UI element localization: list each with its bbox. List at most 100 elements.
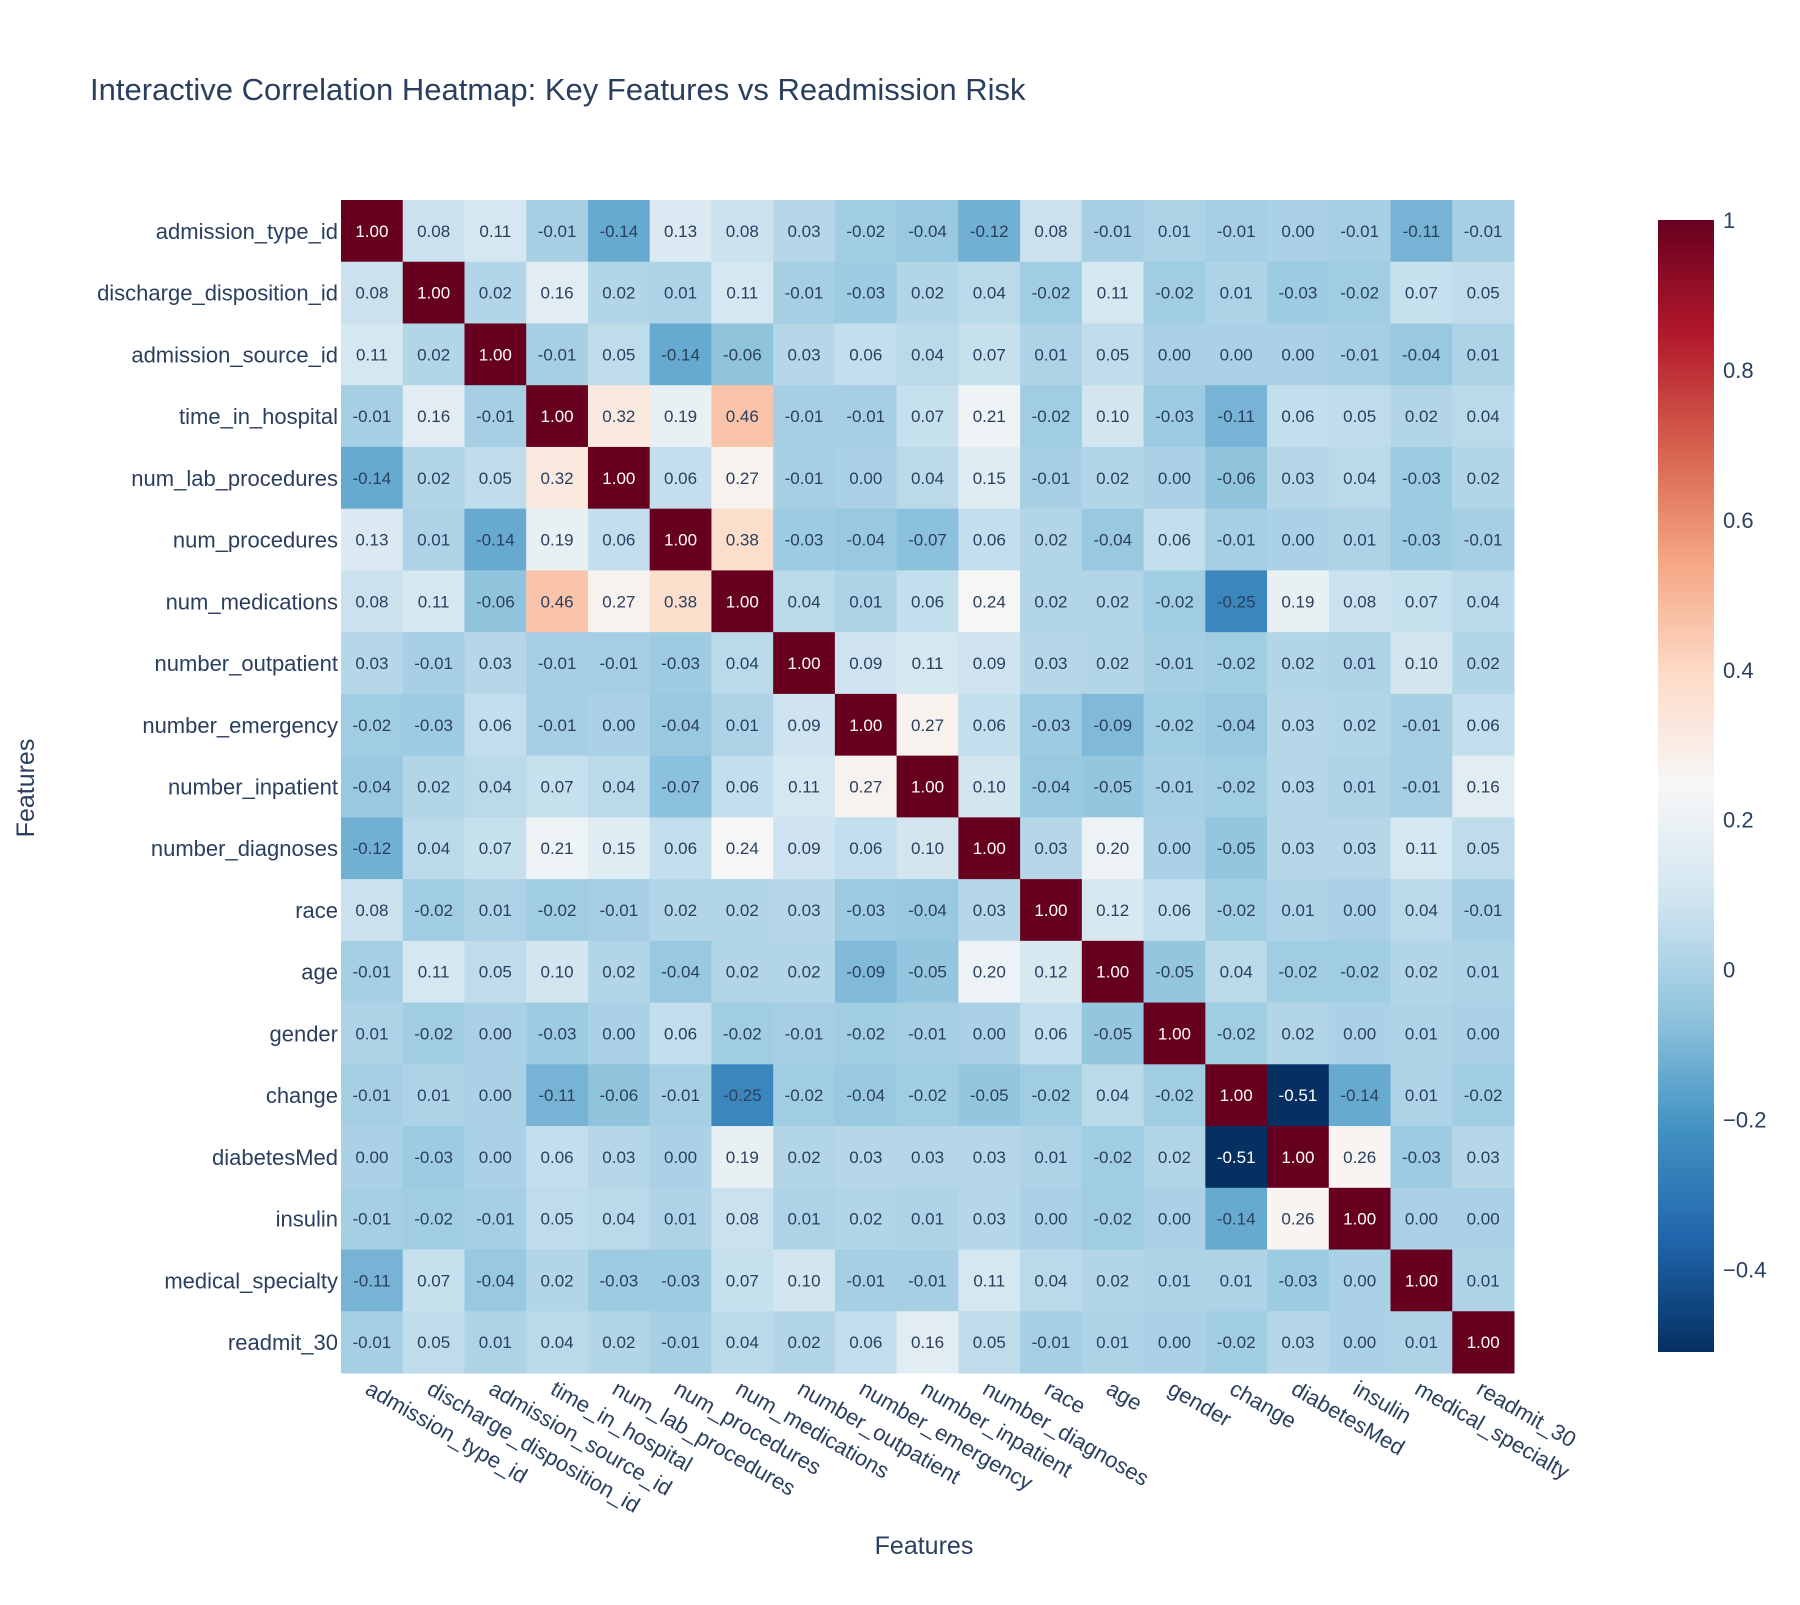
heatmap-cell (1328, 1249, 1392, 1312)
heatmap-cell (1205, 200, 1268, 263)
heatmap-cell (773, 508, 836, 571)
heatmap-cell-value: 0.01 (1343, 778, 1376, 797)
heatmap-cell-value: -0.02 (1279, 963, 1318, 982)
heatmap-cell (587, 1002, 651, 1065)
heatmap-cell (1020, 755, 1083, 818)
colorbar-tick-label: 0 (1723, 958, 1735, 983)
heatmap-cell (773, 1126, 836, 1189)
heatmap-cell (526, 1311, 589, 1374)
heatmap-cell-value: -0.02 (1155, 284, 1194, 303)
heatmap-cell (896, 261, 959, 324)
heatmap-cell-value: 0.03 (1281, 778, 1314, 797)
heatmap-cell-value: -0.02 (785, 1086, 824, 1105)
y-tick-label: number_diagnoses (151, 836, 338, 861)
heatmap-cell-value: 0.01 (849, 592, 882, 611)
heatmap-cell (1328, 261, 1392, 324)
heatmap-cell (402, 261, 465, 324)
heatmap-cell-value: 0.02 (1034, 592, 1067, 611)
heatmap-cell-value: 0.13 (355, 531, 388, 550)
heatmap-cell (341, 817, 404, 880)
heatmap-cell (773, 1311, 836, 1374)
heatmap-cell (1020, 1126, 1083, 1189)
heatmap-cell-value: -0.02 (414, 1210, 453, 1229)
heatmap-cell-value: 0.01 (1158, 1271, 1191, 1290)
heatmap-cell (526, 446, 589, 510)
heatmap-cell-value: 0.05 (479, 963, 512, 982)
heatmap-cell-value: 0.00 (1467, 1210, 1500, 1229)
heatmap-cell-value: 0.06 (849, 839, 882, 858)
heatmap-cell (1267, 755, 1330, 818)
heatmap-cell-value: 0.01 (1220, 1271, 1253, 1290)
heatmap-cell-value: 0.03 (602, 1148, 635, 1167)
heatmap-cell (1452, 508, 1515, 571)
heatmap-cell (649, 261, 712, 324)
x-axis-title: Features (875, 1532, 974, 1560)
heatmap-cell-value: 0.03 (1034, 839, 1067, 858)
heatmap-cell (1020, 570, 1083, 633)
heatmap-cell-value: 0.03 (787, 901, 820, 920)
heatmap-cell (1390, 508, 1453, 571)
heatmap-cell-value: -0.04 (908, 901, 947, 920)
heatmap-cell-value: -0.02 (1032, 1086, 1071, 1105)
heatmap-cell-value: 0.01 (479, 901, 512, 920)
heatmap-cell (464, 1064, 527, 1127)
heatmap-cell (341, 570, 404, 633)
heatmap-cell-value: 0.16 (1467, 778, 1500, 797)
heatmap-cell-value: -0.14 (476, 531, 515, 550)
heatmap-cell (834, 570, 898, 633)
heatmap-cell-value: -0.01 (1464, 901, 1503, 920)
heatmap-cell-value: 0.08 (726, 1210, 759, 1229)
colorbar-tick-label: 0.2 (1723, 808, 1754, 833)
heatmap-cell (1328, 940, 1392, 1004)
heatmap-cell (464, 1126, 527, 1189)
heatmap-cell-value: 0.05 (1343, 407, 1376, 426)
heatmap-cell-value: 0.21 (973, 407, 1006, 426)
heatmap-cell-value: 0.13 (664, 222, 697, 241)
heatmap-cell (1452, 1187, 1515, 1251)
heatmap-cell-value: 0.03 (1467, 1148, 1500, 1167)
heatmap-cell (1020, 1187, 1083, 1251)
heatmap-cell-value: -0.01 (1093, 222, 1132, 241)
heatmap-cell-value: -0.02 (908, 1086, 947, 1105)
heatmap-cell (649, 879, 712, 942)
heatmap-cell-value: -0.02 (1217, 654, 1256, 673)
heatmap-cell (1020, 1064, 1083, 1127)
heatmap-cell-value: -0.14 (1340, 1086, 1379, 1105)
heatmap-cell-value: -0.01 (352, 1333, 391, 1352)
heatmap-cell-value: -0.01 (785, 407, 824, 426)
heatmap-cell-value: 0.19 (664, 407, 697, 426)
heatmap-cell-value: 0.06 (726, 778, 759, 797)
heatmap-cell-value: 0.06 (1158, 531, 1191, 550)
heatmap-cell-value: 0.01 (417, 531, 450, 550)
heatmap-cell (464, 693, 527, 757)
heatmap-cell (526, 570, 589, 633)
heatmap-cell-value: -0.06 (1217, 469, 1256, 488)
heatmap-cell-value: -0.01 (1217, 531, 1256, 550)
heatmap-cell (587, 755, 651, 818)
heatmap-cell-value: 1.00 (1467, 1333, 1500, 1352)
heatmap-cell-value: 0.03 (1281, 469, 1314, 488)
heatmap-cell-value: -0.01 (908, 1024, 947, 1043)
y-tick-label: num_lab_procedures (131, 466, 338, 491)
heatmap-cell-value: -0.02 (1155, 1086, 1194, 1105)
heatmap-cell (1452, 632, 1515, 695)
heatmap-cell (649, 940, 712, 1004)
heatmap-cell (1328, 817, 1392, 880)
heatmap-cell-value: -0.03 (414, 1148, 453, 1167)
heatmap-cell (1390, 1126, 1453, 1189)
heatmap-cell-value: -0.01 (1155, 778, 1194, 797)
heatmap-cell (1328, 385, 1392, 448)
heatmap-cell (526, 755, 589, 818)
heatmap-cell (711, 323, 774, 386)
heatmap-cell (1081, 693, 1145, 757)
heatmap-cell-value: -0.04 (1217, 716, 1256, 735)
heatmap-cell-value: -0.05 (1155, 963, 1194, 982)
colorbar-tick-label: −0.4 (1723, 1258, 1766, 1283)
heatmap-cell (587, 1187, 651, 1251)
heatmap-cell-value: 0.03 (973, 901, 1006, 920)
heatmap-cell-value: 0.02 (726, 963, 759, 982)
y-tick-label: diabetesMed (212, 1145, 338, 1170)
heatmap-cell (1081, 200, 1145, 263)
heatmap-cell (1452, 1126, 1515, 1189)
heatmap-cell-value: 0.06 (1467, 716, 1500, 735)
